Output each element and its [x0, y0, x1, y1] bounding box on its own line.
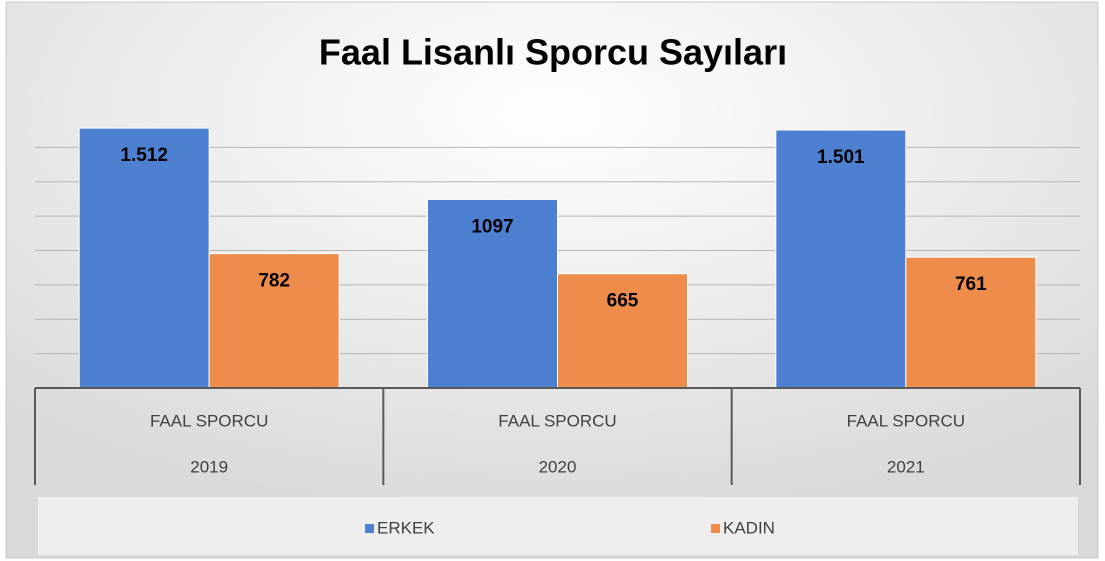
legend-label: KADIN [723, 518, 775, 537]
data-label: 1097 [471, 216, 513, 237]
bar [775, 129, 907, 389]
data-label: 665 [607, 291, 639, 312]
data-label: 1.501 [817, 147, 865, 168]
bar [78, 127, 210, 389]
bar [557, 273, 688, 389]
legend-box [38, 497, 1078, 555]
bar [208, 253, 340, 389]
data-label: 1.512 [120, 145, 168, 166]
legend-swatch [711, 524, 720, 533]
data-label: 782 [258, 271, 290, 292]
x-tick-label: FAAL SPORCU [498, 411, 616, 430]
x-tick-label: 2020 [539, 457, 577, 476]
x-tick-label: 2019 [190, 457, 228, 476]
chart-title: Faal Lisanlı Sporcu Sayıları [319, 32, 787, 73]
x-tick-label: FAAL SPORCU [847, 411, 965, 430]
data-label: 761 [955, 274, 987, 295]
x-tick-label: 2021 [887, 457, 925, 476]
x-tick-label: FAAL SPORCU [150, 411, 268, 430]
bar [905, 256, 1037, 389]
legend-label: ERKEK [377, 518, 435, 537]
legend-swatch [365, 524, 374, 533]
bar [427, 198, 558, 389]
